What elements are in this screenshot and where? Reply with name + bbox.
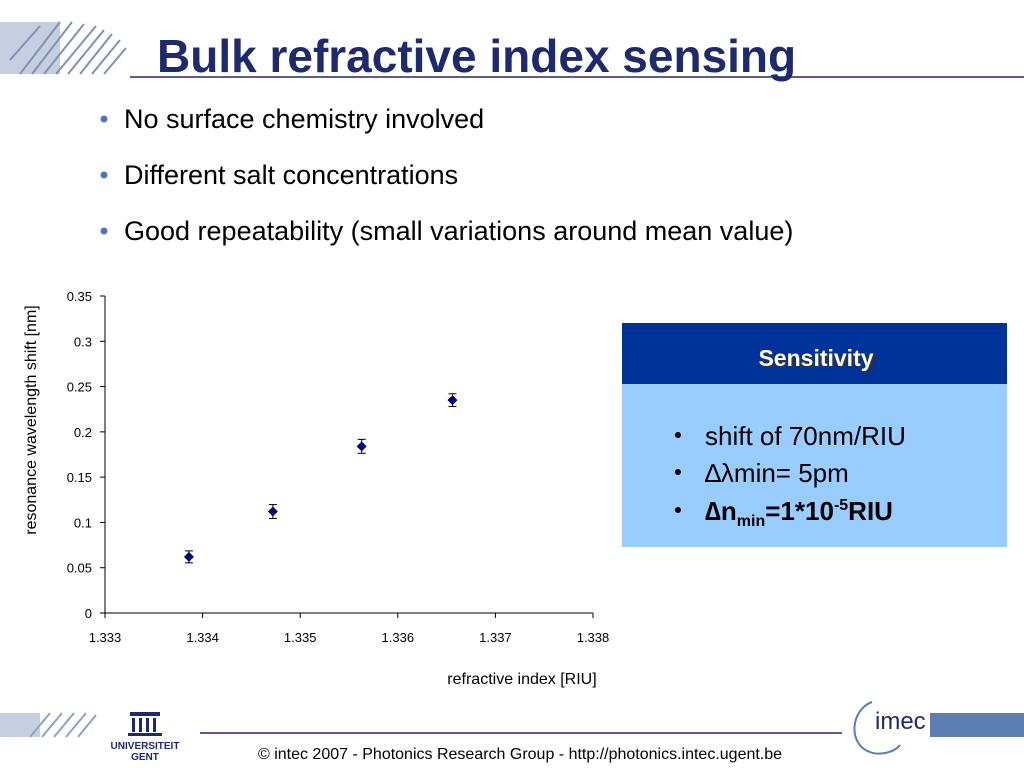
footer-decoration — [0, 712, 97, 738]
box-body — [622, 384, 1007, 547]
bullet-dot — [675, 469, 681, 475]
chart: resonance wavelength shift [nm] refracti… — [23, 289, 609, 688]
x-tick-label: 1.336 — [382, 630, 415, 645]
box-item: ∆λmin= 5pm — [705, 458, 849, 488]
bullet-dot — [100, 115, 108, 123]
y-tick-label: 0.05 — [67, 561, 92, 576]
bullet: Different salt concentrations — [124, 160, 458, 190]
y-tick-label: 0.2 — [74, 425, 92, 440]
bullet-dot — [675, 432, 681, 438]
box-text: ∆λmin= 5pm — [705, 458, 849, 488]
logo-text: UNIVERSITEIT — [111, 741, 180, 752]
x-tick-label: 1.337 — [479, 630, 512, 645]
y-tick-label: 0.3 — [74, 334, 92, 349]
point — [447, 395, 458, 406]
box-title: Sensitivity — [758, 345, 873, 371]
y-tick-label: 0 — [85, 606, 92, 621]
point — [183, 551, 194, 562]
x-tick-label: 1.333 — [89, 630, 122, 645]
footer-bar — [930, 713, 1024, 737]
slide-title: Bulk refractive index sensing — [157, 30, 796, 82]
box-superscript: -5 — [834, 497, 848, 514]
logo-text: GENT — [131, 752, 159, 763]
box-item: shift of 70nm/RIU — [705, 421, 906, 451]
top-decoration — [0, 21, 127, 75]
logo-text: imec — [875, 708, 926, 735]
imec-logo: imec — [853, 701, 926, 755]
y-axis-label: resonance wavelength shift [nm] — [23, 305, 40, 534]
point — [267, 506, 278, 517]
box-text: RIU — [848, 496, 893, 526]
bullet-dot — [100, 227, 108, 235]
box-text: ∆n — [705, 496, 737, 526]
box-header — [622, 323, 1007, 384]
footer: UNIVERSITEIT GENT imec © intec 2007 - Ph… — [0, 701, 1024, 763]
x-tick-label: 1.334 — [186, 630, 219, 645]
y-tick-label: 0.35 — [67, 289, 92, 304]
box-text: shift of 70nm/RIU — [705, 421, 906, 451]
footer-text: © intec 2007 - Photonics Research Group … — [258, 746, 782, 763]
box-subscript: min — [737, 513, 765, 530]
bullet: No surface chemistry involved — [124, 104, 484, 134]
y-tick-label: 0.1 — [74, 515, 92, 530]
y-tick-label: 0.25 — [67, 380, 92, 395]
sensitivity-box: Sensitivity Sensitivity shift of 70nm/RI… — [622, 323, 1007, 547]
ugent-logo: UNIVERSITEIT GENT — [111, 712, 180, 763]
y-tick-label: 0.15 — [67, 470, 92, 485]
x-tick-label: 1.338 — [577, 630, 610, 645]
bullet-dot — [675, 507, 681, 513]
point — [356, 441, 367, 452]
box-text: =1*10 — [765, 496, 834, 526]
bullet: Good repeatability (small variations aro… — [124, 216, 793, 246]
x-axis-label: refractive index [RIU] — [447, 671, 596, 688]
x-tick-label: 1.335 — [284, 630, 317, 645]
bullet-dot — [100, 171, 108, 179]
bullet-list: No surface chemistry involved Different … — [100, 104, 793, 246]
box-title-shadow: Sensitivity — [760, 347, 875, 373]
box-item: ∆nmin=1*10-5RIU — [705, 496, 893, 530]
